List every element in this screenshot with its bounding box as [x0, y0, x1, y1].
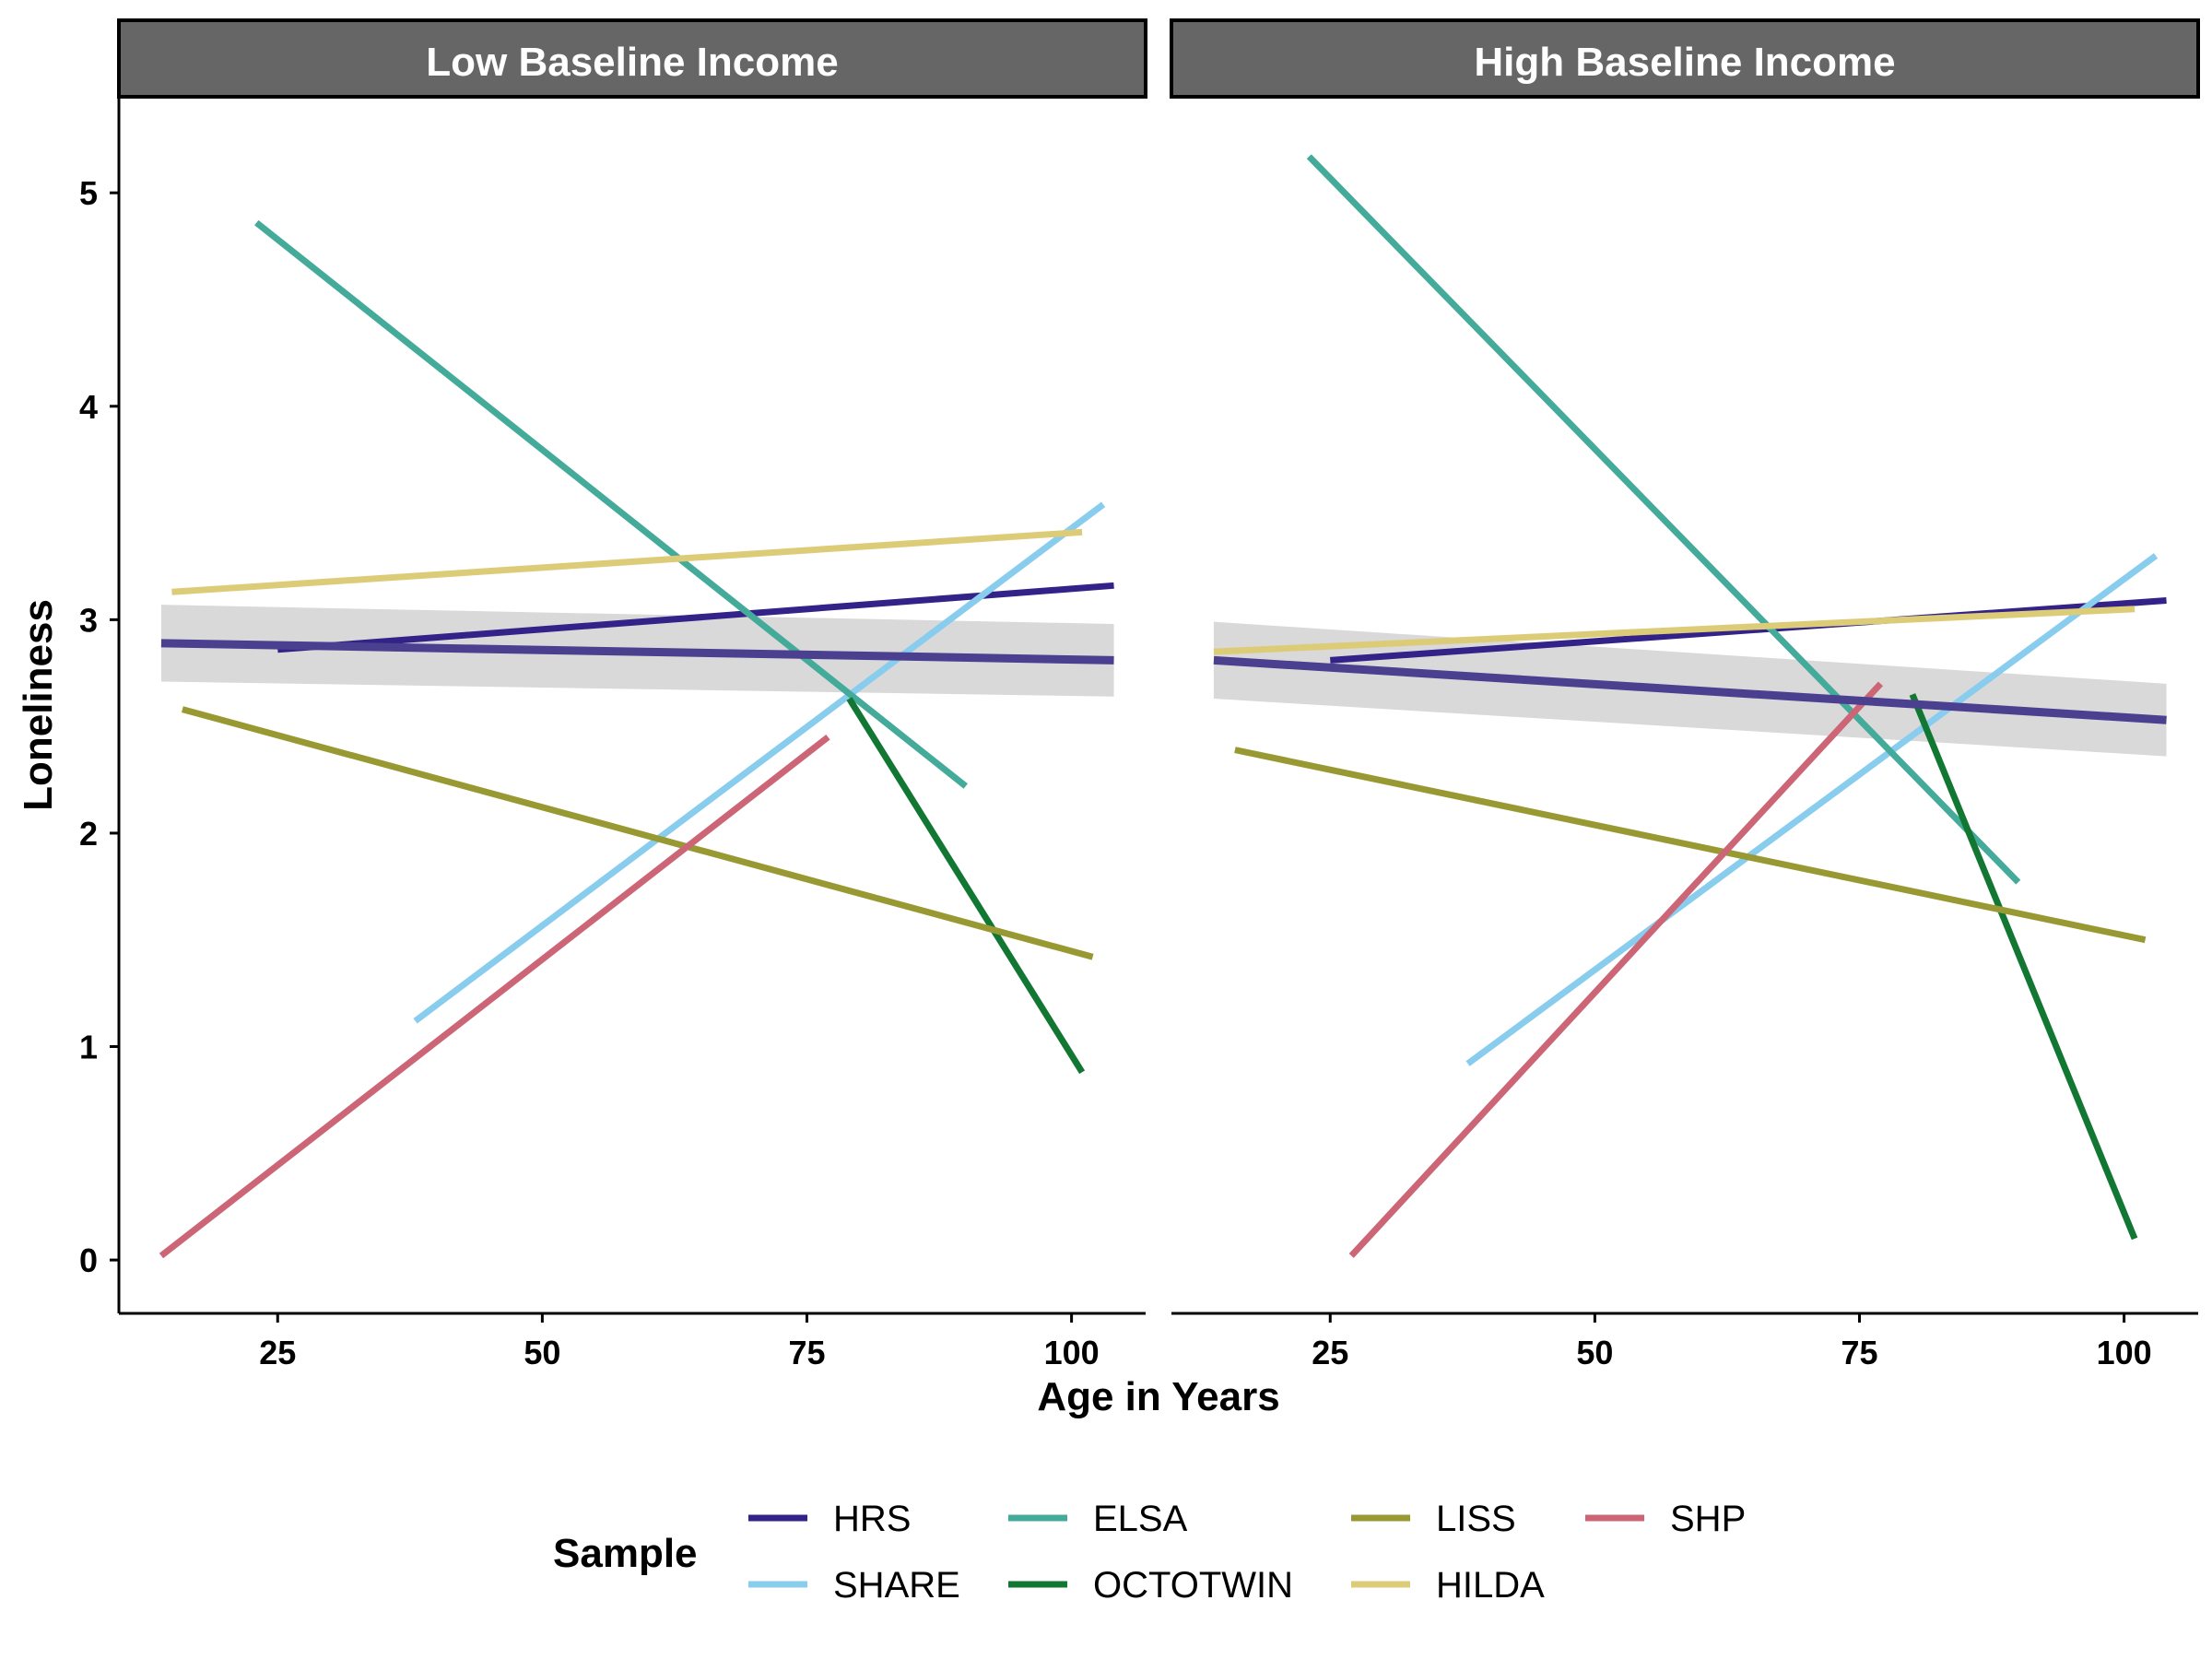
panel-high-baseline-income [1213, 154, 2167, 1258]
x-tick-label: 25 [259, 1334, 296, 1371]
x-tick-label: 75 [788, 1334, 825, 1371]
y-tick-label: 5 [79, 174, 98, 212]
series-line-shp [159, 734, 830, 1259]
facet-strip-high: High Baseline Income [1170, 18, 2200, 99]
legend-label-elsa: ELSA [1093, 1499, 1188, 1539]
series-line-hrs [1330, 597, 2167, 664]
legend-label-hrs: HRS [833, 1499, 911, 1539]
pooled-trend-line [160, 639, 1114, 665]
x-tick-label: 100 [1044, 1334, 1100, 1371]
series-line-octotwin [846, 697, 1086, 1075]
series-line-shp [1348, 681, 1884, 1258]
legend-label-share: SHARE [833, 1565, 960, 1606]
legend-title: Sample [553, 1531, 698, 1576]
y-tick-label: 2 [79, 815, 98, 853]
x-tick-label: 50 [524, 1334, 560, 1371]
x-tick-label: 25 [1312, 1334, 1348, 1371]
facet-strip-low: Low Baseline Income [117, 18, 1147, 99]
panel-low-baseline-income [159, 219, 1114, 1259]
y-tick-label: 4 [79, 388, 98, 426]
x-tick-label: 50 [1576, 1334, 1613, 1371]
legend-label-octotwin: OCTOTWIN [1093, 1565, 1293, 1606]
y-axis-ticks: 0 1 2 3 4 5 [79, 174, 119, 1279]
series-line-hrs [277, 582, 1114, 653]
x-tick-label: 100 [2097, 1334, 2152, 1371]
series-line-elsa [254, 219, 968, 789]
pooled-trend-line [1213, 655, 2167, 724]
x-tick-label: 75 [1841, 1334, 1877, 1371]
series-line-octotwin [1909, 693, 2138, 1241]
series-line-liss [181, 706, 1094, 960]
legend-label-liss: LISS [1436, 1499, 1516, 1539]
y-tick-label: 3 [79, 601, 98, 639]
series-line-elsa [1306, 154, 2021, 885]
series-line-share [413, 501, 1106, 1024]
series-line-share [1465, 553, 2159, 1066]
series-line-hilda [171, 528, 1083, 595]
x-axis-title: Age in Years [1037, 1374, 1279, 1419]
x-axis-ticks: 25 50 75 100 25 50 75 100 [259, 1313, 2152, 1371]
legend: Sample HRS SHARE ELSA OCTOTWIN LISS HILDA SHP [553, 1499, 1746, 1606]
series-line-hilda [1213, 606, 2136, 655]
y-tick-label: 1 [79, 1029, 98, 1066]
y-tick-label: 0 [79, 1241, 98, 1279]
y-axis-title: Loneliness [16, 599, 61, 811]
legend-label-hilda: HILDA [1436, 1565, 1545, 1606]
facet-title-high: High Baseline Income [1474, 40, 1895, 85]
legend-label-shp: SHP [1670, 1499, 1746, 1539]
series-line-liss [1234, 747, 2147, 944]
facet-title-low: Low Baseline Income [426, 40, 838, 85]
